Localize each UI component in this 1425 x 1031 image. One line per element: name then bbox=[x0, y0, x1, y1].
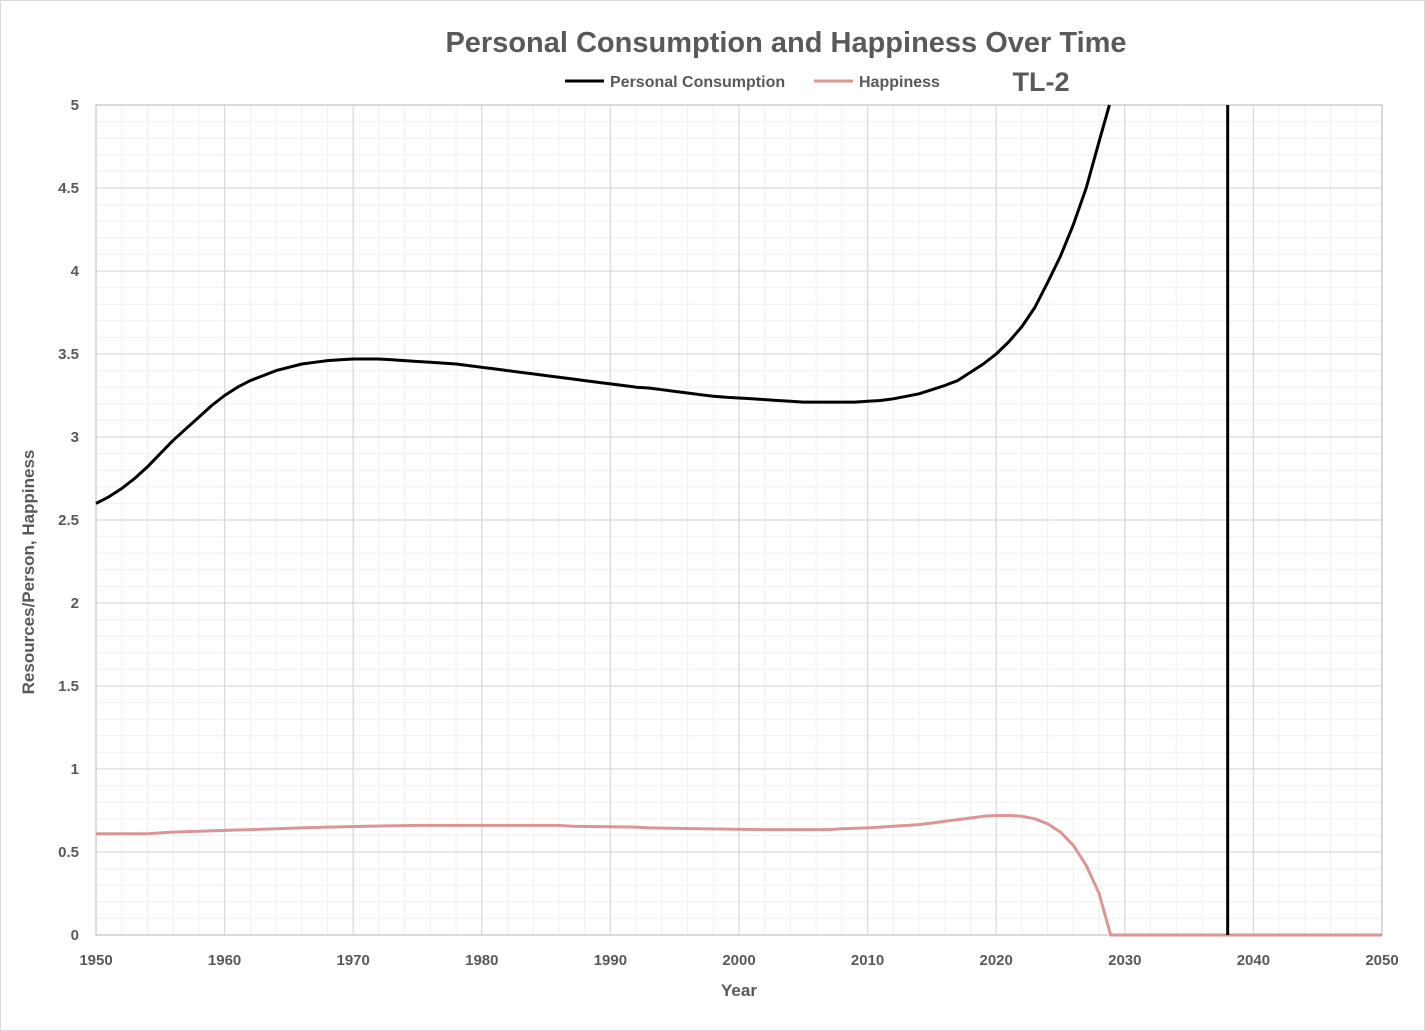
x-axis-title: Year bbox=[721, 981, 757, 1000]
major-gridlines bbox=[95, 104, 1383, 936]
legend-label-personal-consumption: Personal Consumption bbox=[610, 74, 785, 91]
series-layer bbox=[95, 104, 1382, 937]
x-tick-label: 2020 bbox=[980, 952, 1013, 969]
y-tick-label: 2.5 bbox=[58, 512, 79, 529]
x-tick-label: 1950 bbox=[79, 952, 112, 969]
y-tick-label: 2 bbox=[71, 595, 79, 612]
x-tick-label: 2050 bbox=[1365, 952, 1398, 969]
y-tick-label: 5 bbox=[71, 97, 79, 114]
x-tick-label: 2040 bbox=[1237, 952, 1270, 969]
legend-label-happiness: Happiness bbox=[859, 74, 940, 91]
y-tick-label: 4 bbox=[71, 263, 80, 280]
plot-area-border bbox=[95, 104, 1383, 936]
legend: Personal Consumption Happiness bbox=[565, 74, 940, 91]
y-axis-ticks: 0 0.5 1 1.5 2 2.5 3 3.5 4 4.5 5 bbox=[58, 97, 80, 944]
y-tick-label: 4.5 bbox=[58, 180, 79, 197]
y-axis-title: Resources/Person, Happiness bbox=[19, 450, 38, 695]
x-tick-label: 2030 bbox=[1108, 952, 1141, 969]
y-tick-label: 1.5 bbox=[58, 678, 79, 695]
x-tick-label: 1970 bbox=[337, 952, 370, 969]
chart-tag-label: TL-2 bbox=[1013, 67, 1070, 97]
y-tick-label: 1 bbox=[71, 761, 79, 778]
y-tick-label: 0.5 bbox=[58, 844, 79, 861]
x-tick-label: 1960 bbox=[208, 952, 241, 969]
x-tick-label: 2000 bbox=[722, 952, 755, 969]
y-tick-label: 3 bbox=[71, 429, 79, 446]
y-tick-label: 0 bbox=[71, 927, 79, 944]
chart-title: Personal Consumption and Happiness Over … bbox=[445, 27, 1126, 59]
x-axis-ticks: 1950 1960 1970 1980 1990 2000 2010 2020 2030 2040… bbox=[79, 952, 1398, 969]
x-tick-label: 2010 bbox=[851, 952, 884, 969]
series-line-personal-consumption bbox=[95, 104, 1111, 505]
x-tick-label: 1990 bbox=[594, 952, 627, 969]
series-line-happiness bbox=[96, 814, 1382, 937]
y-tick-label: 3.5 bbox=[58, 346, 79, 363]
x-tick-label: 1980 bbox=[465, 952, 498, 969]
